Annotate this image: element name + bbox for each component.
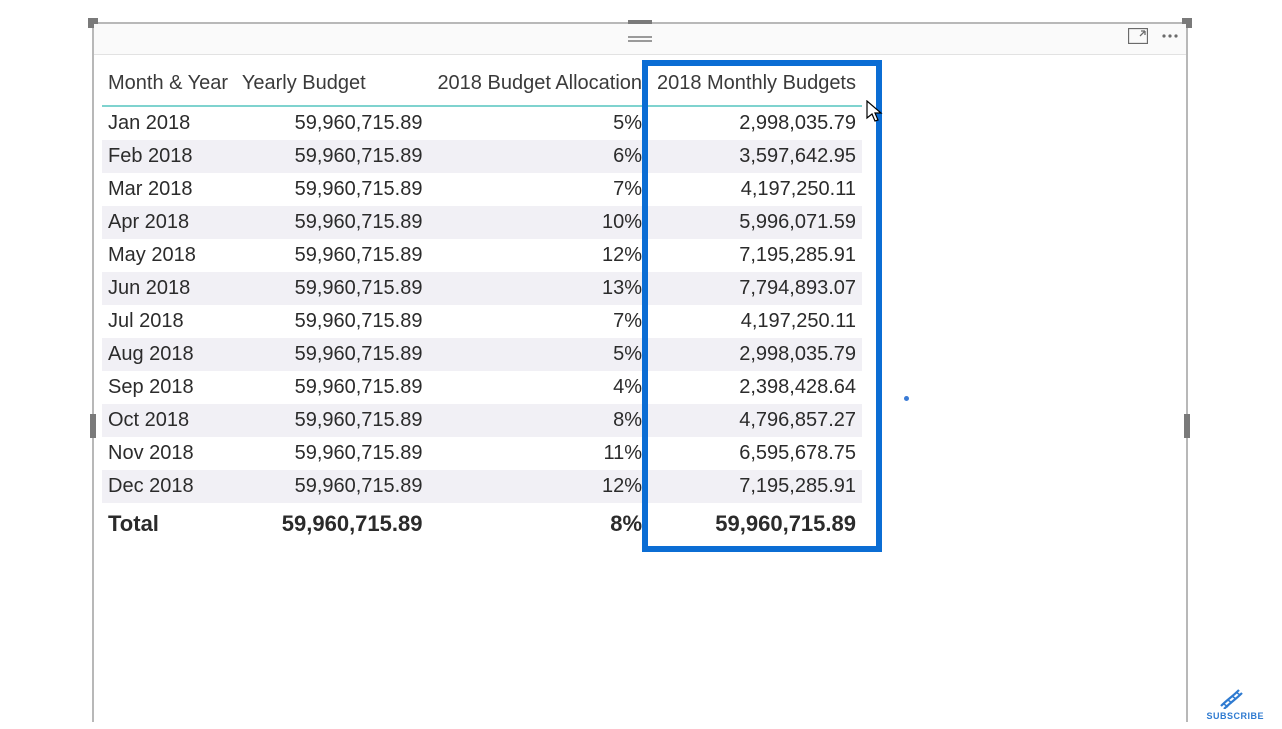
visual-header[interactable] xyxy=(94,24,1186,55)
cell-month: Feb 2018 xyxy=(102,140,236,173)
subscribe-label: SUBSCRIBE xyxy=(1206,711,1264,721)
cell-monthly: 5,996,071.59 xyxy=(648,206,862,239)
dna-icon xyxy=(1218,687,1252,709)
cell-yearly: 59,960,715.89 xyxy=(236,338,429,371)
cell-alloc: 12% xyxy=(428,239,648,272)
col-header-alloc[interactable]: 2018 Budget Allocation xyxy=(428,66,648,106)
cell-month: Sep 2018 xyxy=(102,371,236,404)
cell-yearly: 59,960,715.89 xyxy=(236,371,429,404)
cell-yearly: 59,960,715.89 xyxy=(236,404,429,437)
cell-monthly: 3,597,642.95 xyxy=(648,140,862,173)
table-row[interactable]: Feb 201859,960,715.896%3,597,642.95 xyxy=(102,140,862,173)
cell-month: Jun 2018 xyxy=(102,272,236,305)
cell-yearly: 59,960,715.89 xyxy=(236,470,429,503)
cell-yearly: 59,960,715.89 xyxy=(236,272,429,305)
stray-dot xyxy=(904,396,909,401)
table-row[interactable]: Oct 201859,960,715.898%4,796,857.27 xyxy=(102,404,862,437)
budget-table-container: Month & Year Yearly Budget 2018 Budget A… xyxy=(102,66,862,542)
cell-alloc: 5% xyxy=(428,338,648,371)
table-header-row: Month & Year Yearly Budget 2018 Budget A… xyxy=(102,66,862,106)
cell-alloc: 8% xyxy=(428,404,648,437)
table-row[interactable]: Jun 201859,960,715.8913%7,794,893.07 xyxy=(102,272,862,305)
drag-grip-icon xyxy=(628,36,652,38)
table-row[interactable]: Sep 201859,960,715.894%2,398,428.64 xyxy=(102,371,862,404)
cell-yearly: 59,960,715.89 xyxy=(236,305,429,338)
cell-month: Apr 2018 xyxy=(102,206,236,239)
cell-alloc: 5% xyxy=(428,106,648,140)
resize-handle-left[interactable] xyxy=(90,414,96,438)
cell-alloc: 7% xyxy=(428,173,648,206)
cell-month: May 2018 xyxy=(102,239,236,272)
cell-monthly: 6,595,678.75 xyxy=(648,437,862,470)
cell-yearly: 59,960,715.89 xyxy=(236,140,429,173)
cell-yearly: 59,960,715.89 xyxy=(236,437,429,470)
cell-yearly: 59,960,715.89 xyxy=(236,239,429,272)
col-header-monthly[interactable]: 2018 Monthly Budgets xyxy=(648,66,862,106)
resize-handle-right[interactable] xyxy=(1184,414,1190,438)
cell-monthly: 4,796,857.27 xyxy=(648,404,862,437)
cell-yearly: 59,960,715.89 xyxy=(236,106,429,140)
cell-monthly: 2,398,428.64 xyxy=(648,371,862,404)
table-row[interactable]: Aug 201859,960,715.895%2,998,035.79 xyxy=(102,338,862,371)
cell-alloc: 12% xyxy=(428,470,648,503)
total-alloc: 8% xyxy=(428,503,648,542)
cell-monthly: 2,998,035.79 xyxy=(648,106,862,140)
cell-alloc: 6% xyxy=(428,140,648,173)
cell-alloc: 10% xyxy=(428,206,648,239)
cell-yearly: 59,960,715.89 xyxy=(236,173,429,206)
col-header-month[interactable]: Month & Year xyxy=(102,66,236,106)
table-row[interactable]: Jul 201859,960,715.897%4,197,250.11 xyxy=(102,305,862,338)
cell-month: Mar 2018 xyxy=(102,173,236,206)
cell-alloc: 13% xyxy=(428,272,648,305)
cell-alloc: 11% xyxy=(428,437,648,470)
cell-monthly: 2,998,035.79 xyxy=(648,338,862,371)
table-total-row: Total 59,960,715.89 8% 59,960,715.89 xyxy=(102,503,862,542)
col-header-yearly[interactable]: Yearly Budget xyxy=(236,66,429,106)
cell-monthly: 7,195,285.91 xyxy=(648,470,862,503)
cell-month: Oct 2018 xyxy=(102,404,236,437)
cell-month: Dec 2018 xyxy=(102,470,236,503)
total-yearly: 59,960,715.89 xyxy=(236,503,429,542)
cell-yearly: 59,960,715.89 xyxy=(236,206,429,239)
table-row[interactable]: Mar 201859,960,715.897%4,197,250.11 xyxy=(102,173,862,206)
cell-month: Jan 2018 xyxy=(102,106,236,140)
table-row[interactable]: May 201859,960,715.8912%7,195,285.91 xyxy=(102,239,862,272)
cell-month: Aug 2018 xyxy=(102,338,236,371)
cell-monthly: 7,794,893.07 xyxy=(648,272,862,305)
table-row[interactable]: Jan 201859,960,715.895%2,998,035.79 xyxy=(102,106,862,140)
table-row[interactable]: Nov 201859,960,715.8911%6,595,678.75 xyxy=(102,437,862,470)
budget-table[interactable]: Month & Year Yearly Budget 2018 Budget A… xyxy=(102,66,862,542)
table-row[interactable]: Dec 201859,960,715.8912%7,195,285.91 xyxy=(102,470,862,503)
cell-alloc: 7% xyxy=(428,305,648,338)
total-label: Total xyxy=(102,503,236,542)
cell-monthly: 4,197,250.11 xyxy=(648,173,862,206)
total-monthly: 59,960,715.89 xyxy=(648,503,862,542)
focus-mode-icon[interactable] xyxy=(1128,28,1148,44)
mouse-cursor-icon xyxy=(866,100,884,124)
cell-month: Jul 2018 xyxy=(102,305,236,338)
subscribe-watermark: SUBSCRIBE xyxy=(1206,687,1264,721)
cell-monthly: 7,195,285.91 xyxy=(648,239,862,272)
more-options-icon[interactable] xyxy=(1160,28,1180,44)
cell-month: Nov 2018 xyxy=(102,437,236,470)
cell-alloc: 4% xyxy=(428,371,648,404)
visual-frame: Month & Year Yearly Budget 2018 Budget A… xyxy=(92,22,1188,722)
cell-monthly: 4,197,250.11 xyxy=(648,305,862,338)
table-row[interactable]: Apr 201859,960,715.8910%5,996,071.59 xyxy=(102,206,862,239)
